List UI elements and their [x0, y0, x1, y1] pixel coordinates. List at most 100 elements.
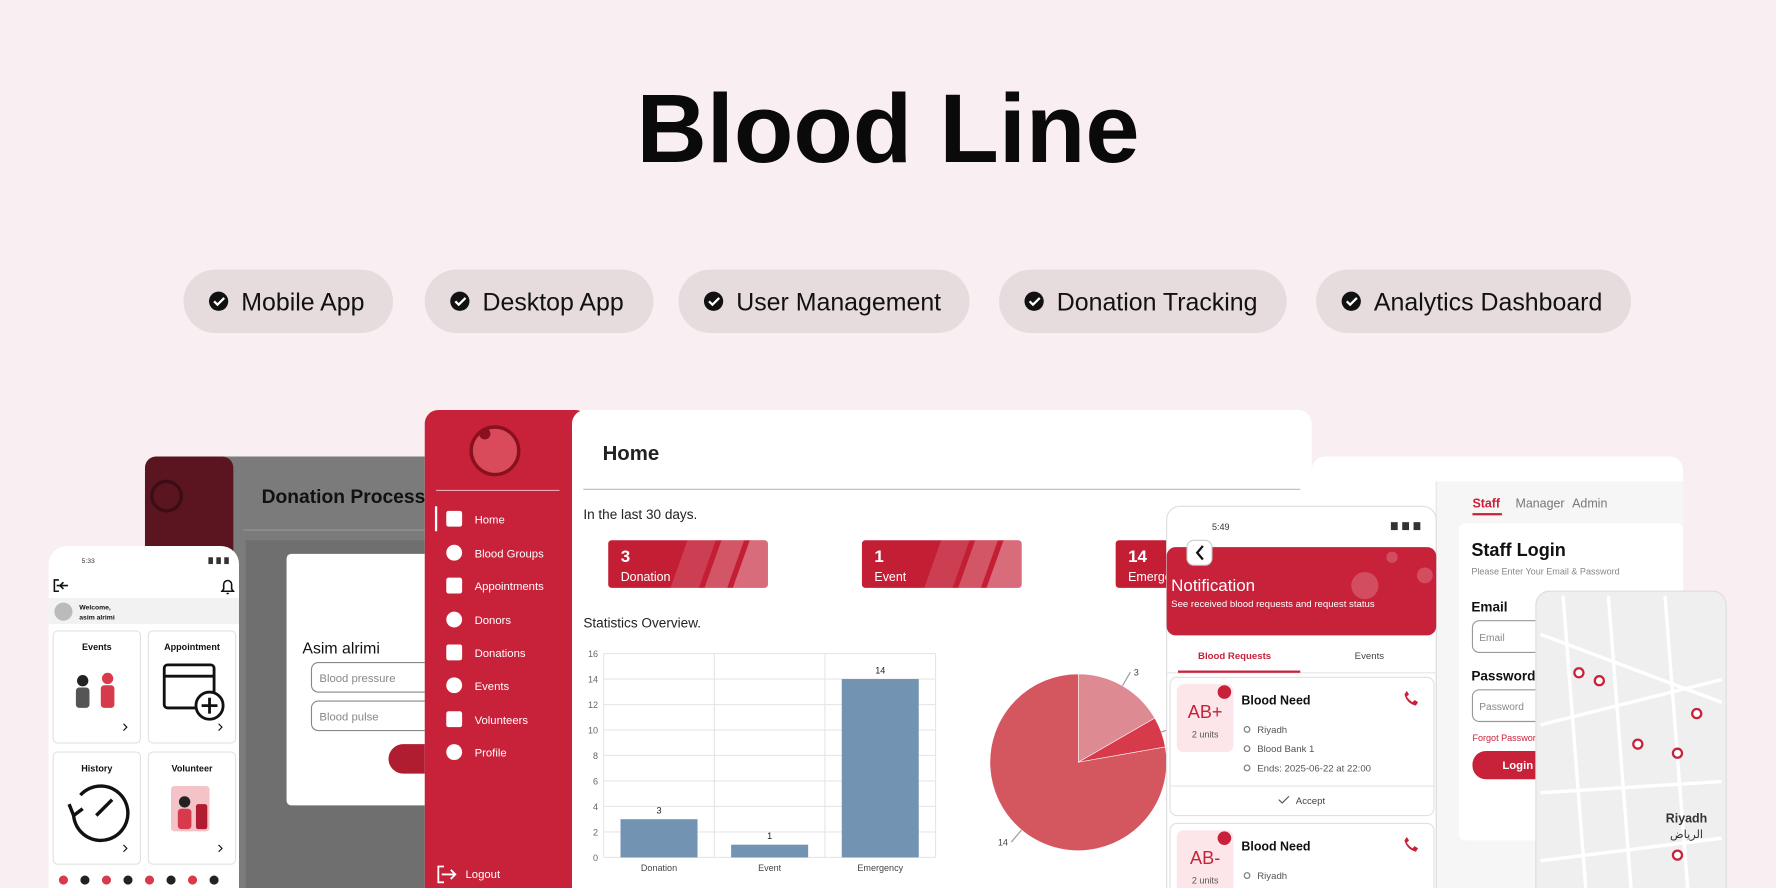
nav-item[interactable]: Volunteers	[475, 715, 529, 727]
request-detail: Riyadh	[1257, 871, 1287, 882]
people-icon	[144, 875, 155, 885]
icon	[67, 803, 84, 819]
x-tick-label: Event	[758, 863, 782, 873]
phone-icon[interactable]	[1404, 690, 1419, 706]
map-pin	[1671, 747, 1684, 759]
status-icon	[1402, 522, 1410, 531]
tab[interactable]: Blood Requests	[1198, 651, 1271, 662]
logo-detail	[479, 428, 491, 440]
nav-icon	[446, 711, 463, 728]
check-mark	[708, 297, 721, 307]
donor-name: Asim alrimi	[302, 641, 379, 658]
forgot-link[interactable]: Forgot Password	[1472, 733, 1540, 743]
bar	[620, 819, 698, 858]
nav-icon	[446, 577, 463, 594]
back-chevron	[1195, 545, 1204, 561]
logo	[150, 479, 183, 513]
bar	[841, 679, 919, 858]
nav-item[interactable]: Profile	[475, 748, 507, 760]
role-tab[interactable]: Manager	[1515, 496, 1564, 510]
card-stripe	[986, 540, 1022, 588]
detail-icon	[1243, 872, 1251, 879]
check-icon	[703, 291, 724, 311]
role-tab[interactable]: Staff	[1472, 496, 1500, 510]
stat-value: 3	[621, 547, 630, 566]
bar-value-label: 14	[875, 665, 885, 675]
pie-label: 14	[998, 837, 1008, 847]
people-icon	[123, 875, 133, 885]
road	[1539, 632, 1723, 704]
people-icon	[188, 875, 198, 885]
pie-leader	[1121, 671, 1131, 687]
road	[1663, 595, 1690, 888]
map-pin	[1573, 667, 1585, 679]
nav-item[interactable]: Donors	[475, 615, 512, 627]
stat-label: Event	[874, 570, 906, 584]
y-tick-label: 2	[593, 827, 598, 837]
card-stripe	[924, 540, 970, 588]
button-label: Login	[1502, 760, 1533, 772]
nav-item[interactable]: Blood Groups	[475, 548, 545, 560]
welcome-row	[48, 598, 239, 625]
pill-bg	[1316, 269, 1632, 333]
tab[interactable]: Events	[1355, 651, 1385, 662]
y-tick-label: 0	[593, 853, 598, 863]
tile[interactable]	[52, 751, 142, 865]
phone-icon[interactable]	[1404, 837, 1419, 852]
status-icon	[208, 557, 213, 565]
role-tab[interactable]: Admin	[1572, 496, 1607, 510]
icon	[77, 675, 89, 687]
feature-label: Donation Tracking	[1057, 288, 1258, 316]
icon	[95, 798, 114, 817]
feature-pill: Mobile App	[183, 269, 394, 333]
period-label: In the last 30 days.	[583, 507, 697, 522]
map-pin	[1593, 675, 1605, 687]
nav-icon	[446, 611, 463, 628]
y-tick-label: 8	[593, 751, 598, 761]
road	[1540, 836, 1722, 863]
header-bubble	[1416, 567, 1433, 584]
nav-item[interactable]: Appointments	[475, 581, 545, 593]
drop-badge	[1217, 685, 1232, 699]
screen-title: Notification	[1171, 576, 1255, 595]
tile[interactable]	[52, 630, 142, 744]
accept-button[interactable]: Accept	[1296, 796, 1326, 807]
status-icon	[1413, 522, 1421, 531]
tile-label: Volunteer	[171, 763, 213, 773]
status-time: 5:49	[1212, 522, 1230, 532]
back-button[interactable]	[1186, 539, 1213, 566]
icon	[195, 804, 208, 830]
logout-icon[interactable]	[53, 579, 68, 593]
nav-icon	[446, 744, 463, 761]
nav-item[interactable]: Home	[475, 514, 505, 526]
card-stripe	[704, 540, 745, 588]
logout-link[interactable]: Logout	[466, 869, 501, 881]
nav-item[interactable]: Events	[475, 681, 510, 693]
login-title: Staff Login	[1471, 540, 1566, 560]
people-icon	[166, 875, 176, 885]
stat-card	[861, 540, 1022, 588]
welcome-text: Welcome,	[79, 604, 111, 611]
active-indicator	[434, 506, 438, 532]
nav-icon	[446, 677, 463, 694]
feature-pill: Analytics Dashboard	[1316, 269, 1632, 333]
tile-label: Appointment	[164, 642, 220, 652]
check-mark	[213, 297, 226, 307]
tab-underline	[1472, 513, 1502, 516]
nav-item[interactable]: Donations	[475, 648, 526, 660]
people-icon	[58, 875, 68, 885]
feature-pill: User Management	[678, 269, 970, 333]
road	[1606, 595, 1633, 888]
feature-label: Desktop App	[483, 288, 624, 316]
units: 2 units	[1192, 729, 1219, 739]
bell-icon[interactable]	[220, 579, 235, 595]
road	[1561, 595, 1588, 888]
input-placeholder: Email	[1479, 633, 1504, 644]
section-title: Statistics Overview.	[583, 615, 701, 630]
pill-bg	[999, 269, 1287, 333]
field-label: Email	[1471, 600, 1507, 615]
card-stripe	[958, 540, 998, 588]
people-icon	[80, 875, 90, 885]
blood-group-box	[1176, 684, 1234, 753]
status-time: 5:33	[82, 558, 95, 565]
